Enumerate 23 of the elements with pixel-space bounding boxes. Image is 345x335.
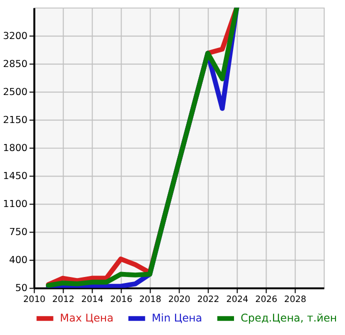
y-tick-label: 3200 — [2, 30, 28, 42]
y-tick-label: 50 — [15, 283, 28, 294]
y-tick-label: 1100 — [2, 199, 28, 210]
x-tick-label: 2014 — [81, 294, 104, 305]
x-tick-label: 2020 — [168, 294, 190, 305]
legend-label: Min Цена — [152, 311, 202, 324]
x-tick-label: 2018 — [139, 294, 162, 305]
x-tick-label: 2012 — [52, 294, 74, 305]
x-tick-label: 2024 — [226, 294, 249, 305]
y-tick-label: 400 — [9, 255, 28, 266]
x-tick-label: 2028 — [284, 294, 306, 305]
y-tick-label: 750 — [9, 227, 28, 238]
y-tick-label: 2500 — [2, 87, 28, 98]
legend-label: Сред.Цена, т.йен — [240, 311, 338, 324]
x-tick-label: 2016 — [110, 294, 132, 305]
y-tick-label: 2150 — [2, 115, 28, 126]
x-tick-label: 2026 — [255, 294, 278, 305]
y-tick-label: 2850 — [2, 59, 28, 70]
x-tick-label: 2010 — [23, 294, 46, 305]
x-tick-label: 2022 — [197, 294, 220, 305]
y-tick-label: 1800 — [2, 143, 28, 154]
y-tick-label: 1450 — [2, 171, 28, 182]
legend-label: Max Цена — [60, 311, 114, 324]
